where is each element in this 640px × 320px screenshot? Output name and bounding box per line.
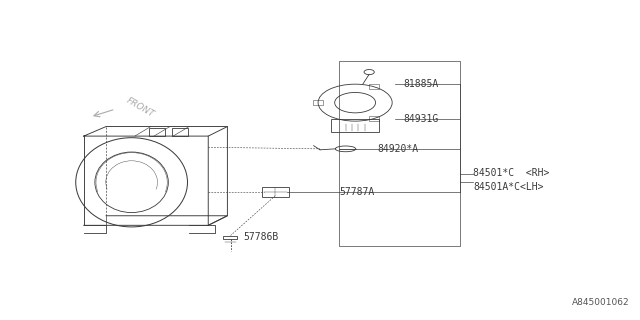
Bar <box>369 116 379 121</box>
Bar <box>313 100 323 105</box>
Text: 81885A: 81885A <box>403 78 438 89</box>
Text: 84501A*C<LH>: 84501A*C<LH> <box>473 182 544 192</box>
Bar <box>369 84 379 89</box>
Text: 84931G: 84931G <box>403 114 438 124</box>
Bar <box>331 119 380 132</box>
Bar <box>339 61 461 246</box>
Text: 84920*A: 84920*A <box>378 144 419 154</box>
Text: FRONT: FRONT <box>125 96 156 119</box>
Text: A845001062: A845001062 <box>572 298 630 307</box>
Text: 57786B: 57786B <box>243 232 278 242</box>
Text: 57787A: 57787A <box>339 187 374 197</box>
Text: 84501*C  <RH>: 84501*C <RH> <box>473 168 550 178</box>
